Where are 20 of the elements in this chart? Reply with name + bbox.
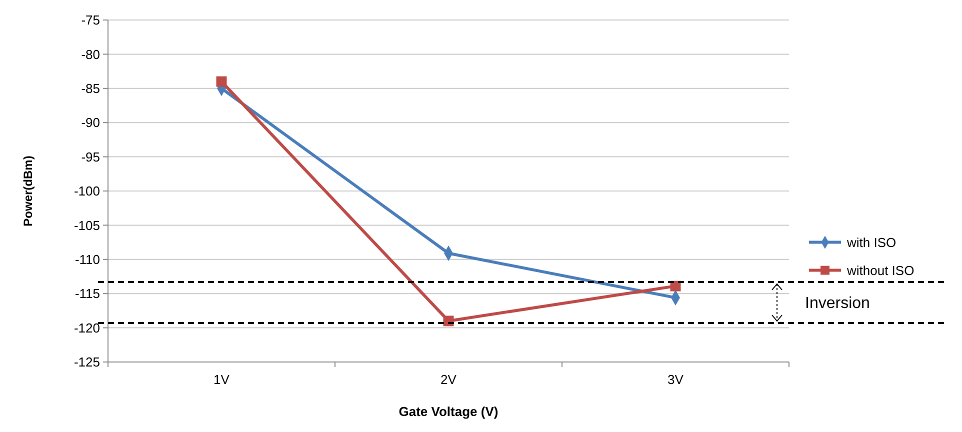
y-tick-label: -90 (81, 115, 100, 130)
y-tick-label: -75 (81, 12, 100, 28)
y-tick-label: -95 (81, 149, 100, 164)
y-tick-label: -80 (81, 46, 100, 62)
point (216, 76, 227, 87)
x-tick-label: 1V (214, 372, 230, 387)
legend-label: without ISO (846, 262, 914, 278)
y-tick-label: -100 (74, 184, 100, 199)
y-tick-label: -120 (74, 320, 100, 336)
y-axis-title: Power(dBm) (21, 156, 35, 226)
y-tick-label: -105 (74, 218, 100, 233)
y-tick-label: -110 (74, 252, 100, 267)
legend-label: with ISO (846, 234, 896, 250)
y-tick-label: -85 (81, 80, 100, 96)
text: Inversion (805, 295, 870, 312)
y-tick-label: -125 (74, 354, 100, 370)
y-tick-label: -115 (74, 286, 100, 302)
x-tick-label: 3V (668, 372, 684, 387)
x-tick-label: 2V (440, 372, 457, 387)
x-axis-title: Gate Voltage (V) (398, 404, 498, 419)
